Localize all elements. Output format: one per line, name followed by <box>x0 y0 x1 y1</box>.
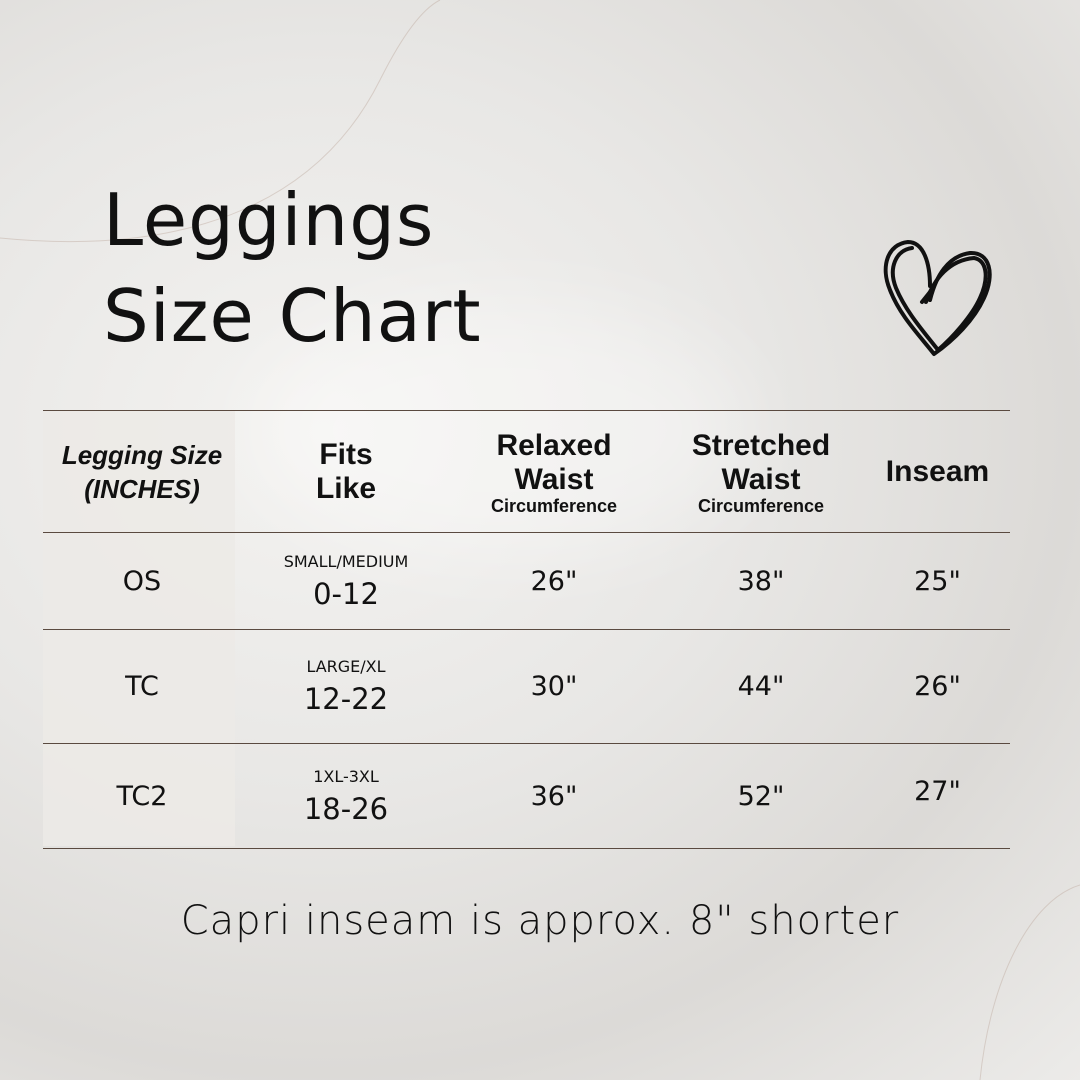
page-title: Leggings Size Chart <box>103 178 482 358</box>
table-row: TC2 1XL-3XL 18-26 36" 52" 27" <box>43 743 1010 849</box>
header-legging-size: Legging Size (INCHES) <box>61 439 223 504</box>
stretched-cell: 38" <box>737 565 785 597</box>
relaxed-cell: 30" <box>530 671 578 702</box>
table-row: OS SMALL/MEDIUM 0-12 26" 38" 25" <box>43 532 1010 629</box>
inseam-cell: 25" <box>914 565 961 597</box>
relaxed-cell: 36" <box>530 780 578 812</box>
size-column-shade <box>43 410 235 846</box>
stretched-cell: 52" <box>737 780 785 812</box>
header-inseam: Inseam <box>885 454 990 488</box>
header-fits-like: Fits Like <box>315 437 377 505</box>
size-cell: OS <box>122 565 162 597</box>
size-cell: TC <box>125 671 159 702</box>
size-cell: TC2 <box>116 780 168 812</box>
fits-cell: LARGE/XL 12-22 <box>303 657 389 716</box>
header-stretched-waist: Stretched Waist Circumference <box>691 428 831 516</box>
fits-cell: 1XL-3XL 18-26 <box>303 766 389 826</box>
fits-cell: SMALL/MEDIUM 0-12 <box>283 551 409 611</box>
header-relaxed-waist: Relaxed Waist Circumference <box>490 428 618 516</box>
table-header-row: Legging Size (INCHES) Fits Like Relaxed … <box>43 410 1010 532</box>
relaxed-cell: 26" <box>530 565 578 597</box>
size-chart-table: Legging Size (INCHES) Fits Like Relaxed … <box>43 410 1010 849</box>
inseam-cell: 27" <box>914 775 961 807</box>
heart-outline-icon <box>883 240 992 356</box>
capri-note: Capri inseam is approx. 8" shorter <box>180 898 900 944</box>
stretched-cell: 44" <box>737 671 785 702</box>
inseam-cell: 26" <box>914 671 961 702</box>
table-row: TC LARGE/XL 12-22 30" 44" 26" <box>43 629 1010 743</box>
